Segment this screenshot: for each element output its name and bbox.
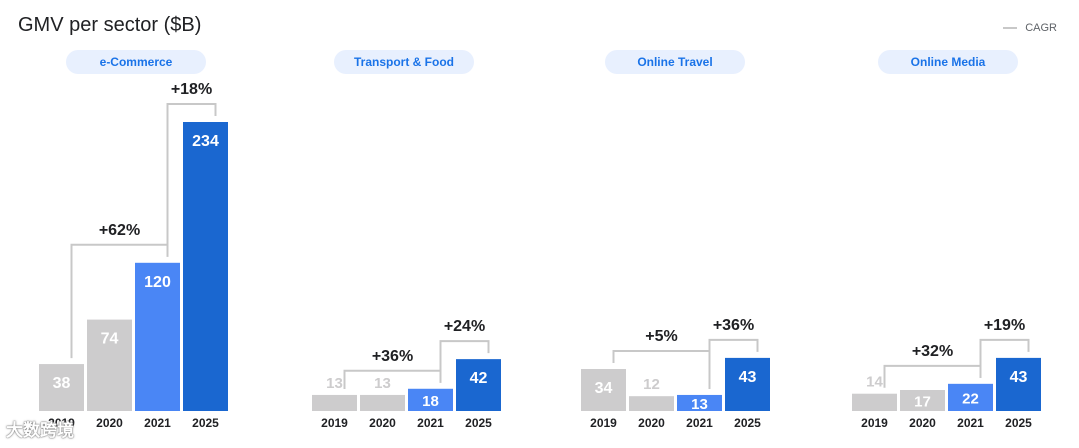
bar-value-label: 120	[144, 274, 171, 291]
x-tick-label: 2021	[144, 416, 171, 430]
x-tick-label: 2019	[321, 416, 348, 430]
bar-value-label: 43	[739, 369, 757, 386]
x-tick-label: 2021	[417, 416, 444, 430]
bar-value-label: 13	[374, 375, 391, 392]
x-tick-label: 2021	[686, 416, 713, 430]
bar	[312, 394, 357, 411]
cagr-bracket	[343, 369, 442, 389]
bar-value-label: 13	[326, 375, 343, 392]
bar	[948, 383, 993, 411]
cagr-label: +36%	[713, 317, 754, 334]
x-tick-label: 2021	[957, 416, 984, 430]
cagr-label: +32%	[912, 343, 953, 360]
legend: CAGR	[1003, 22, 1057, 34]
cagr-label: +18%	[171, 81, 212, 98]
bar	[408, 388, 453, 411]
x-tick-label: 2025	[734, 416, 761, 430]
cagr-label: +62%	[99, 222, 140, 239]
bar	[996, 357, 1041, 411]
cagr-bracket	[979, 338, 1030, 378]
bar-value-label: 234	[192, 133, 219, 150]
x-tick-label: 2019	[590, 416, 617, 430]
bar-value-label: 34	[595, 380, 613, 397]
bar	[360, 394, 405, 411]
bar	[725, 357, 770, 411]
bar-value-label: 42	[470, 370, 488, 387]
x-tick-label: 2019	[861, 416, 888, 430]
cagr-bracket	[708, 338, 759, 389]
x-tick-label: 2020	[638, 416, 665, 430]
bar-value-label: 74	[101, 331, 119, 348]
bar-value-label: 13	[691, 396, 708, 413]
cagr-label: +19%	[984, 317, 1025, 334]
cagr-label: +36%	[372, 348, 413, 365]
x-tick-label: 2020	[96, 416, 123, 430]
bar-value-label: 38	[53, 375, 71, 392]
cagr-bracket	[166, 103, 217, 257]
bar	[135, 262, 180, 411]
bar	[456, 359, 501, 411]
bar	[629, 396, 674, 411]
x-tick-label: 2025	[192, 416, 219, 430]
bar-value-label: 17	[914, 394, 931, 411]
sector-label-online-travel: Online Travel	[605, 50, 745, 74]
bar	[900, 390, 945, 411]
cagr-bracket	[612, 350, 711, 389]
x-tick-label: 2020	[909, 416, 936, 430]
cagr-label: +24%	[444, 318, 485, 335]
bar-value-label: 22	[962, 390, 979, 407]
bar-value-label: 12	[643, 376, 660, 393]
sector-label-transport-food: Transport & Food	[334, 50, 474, 74]
legend-label: CAGR	[1025, 22, 1057, 34]
bar	[852, 393, 897, 411]
x-tick-label: 2025	[465, 416, 492, 430]
bar	[183, 122, 228, 411]
chart-title: GMV per sector ($B)	[18, 14, 202, 36]
x-tick-label: 2025	[1005, 416, 1032, 430]
x-tick-label: 2020	[369, 416, 396, 430]
bar	[677, 394, 722, 411]
cagr-label: +5%	[645, 328, 677, 345]
bar	[39, 364, 84, 411]
sector-label-ecommerce: e-Commerce	[66, 50, 206, 74]
cagr-bracket	[439, 340, 490, 383]
watermark: 大数跨境	[6, 421, 74, 440]
x-tick-label: 2019	[48, 416, 75, 430]
bar	[87, 319, 132, 411]
legend-line-icon	[1003, 27, 1018, 29]
bar	[581, 369, 626, 411]
bar-value-label: 18	[422, 393, 439, 410]
bar-value-label: 14	[866, 374, 883, 391]
sector-label-online-media: Online Media	[878, 50, 1018, 74]
bar-value-label: 43	[1010, 369, 1028, 386]
